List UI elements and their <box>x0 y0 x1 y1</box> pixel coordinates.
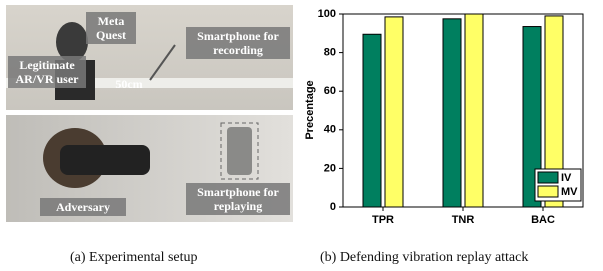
y-tick-label: 60 <box>324 85 336 97</box>
caption: (a) Experimental setup <box>70 250 198 266</box>
label-distance: 50cm <box>110 75 148 93</box>
label-replaying-phone: Smartphone for replaying <box>186 183 290 215</box>
label-adversary: Adversary <box>40 198 126 216</box>
headset <box>60 145 150 175</box>
legend-label: IV <box>561 172 572 184</box>
legend-swatch <box>538 186 558 197</box>
legend-label: MV <box>561 186 578 198</box>
label-user: Legitimate AR/VR user <box>8 56 86 88</box>
y-tick-label: 0 <box>330 201 336 213</box>
caption: (b) Defending vibration replay attack <box>320 250 528 266</box>
bar <box>465 14 483 207</box>
x-tick-label: TNR <box>452 214 475 226</box>
phone <box>227 127 252 175</box>
x-tick-label: BAC <box>531 214 555 226</box>
x-tick-label: TPR <box>372 214 394 226</box>
bar <box>385 17 403 207</box>
legend-swatch <box>538 172 558 183</box>
bar <box>443 19 461 207</box>
y-tick-label: 100 <box>318 8 336 20</box>
figure: Precentage 0 20 40 60 80 100 TPR TNR BAC IV MV Met… <box>0 0 603 271</box>
label-recording-phone: Smartphone for recording <box>186 27 290 59</box>
label-meta-quest: Meta Quest <box>86 12 136 44</box>
y-tick-label: 20 <box>324 162 336 174</box>
y-tick-label: 40 <box>324 124 336 136</box>
y-tick-label: 80 <box>324 47 336 59</box>
bar <box>363 34 381 207</box>
y-axis-label: Precentage <box>304 80 316 139</box>
